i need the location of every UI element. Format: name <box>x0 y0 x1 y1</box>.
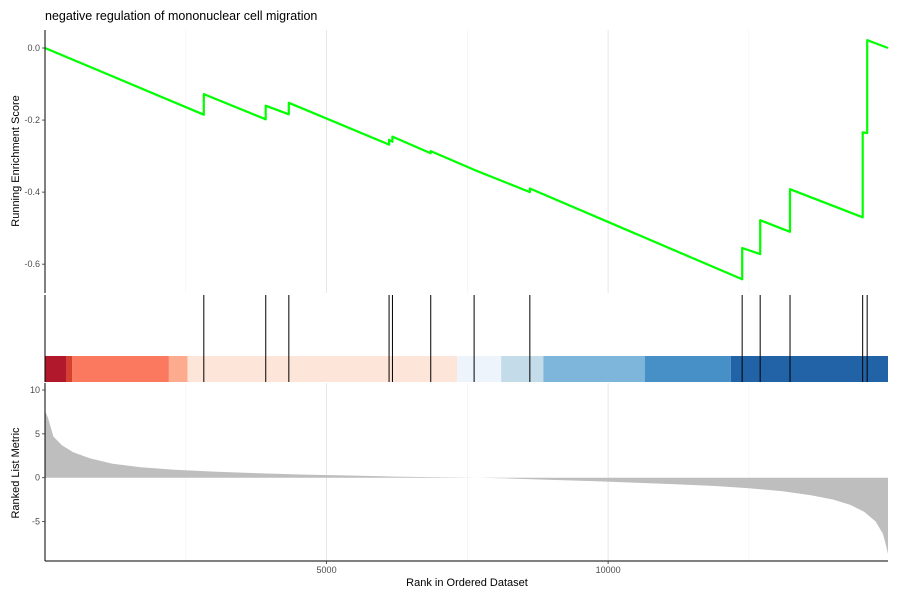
color-band <box>168 356 188 382</box>
color-bands <box>45 356 888 382</box>
ranked-y-tick-label: 0 <box>35 473 40 483</box>
color-band <box>72 356 169 382</box>
enrichment-y-tick-label: -0.2 <box>24 115 40 125</box>
color-band <box>644 356 731 382</box>
enrichment-y-axis-title: Running Enrichment Score <box>10 95 22 226</box>
enrichment-y-tick-label: -0.4 <box>24 187 40 197</box>
ranked-y-tick-label: 10 <box>30 385 40 395</box>
ranked-y-tick-label: 5 <box>35 429 40 439</box>
color-band <box>45 356 67 382</box>
color-band <box>66 356 73 382</box>
gridlines <box>185 30 750 561</box>
tick-labels: 0.0 -0.2 -0.4 -0.6 10 5 0 -5 5000 10000 <box>24 43 620 575</box>
color-band <box>501 356 544 382</box>
enrichment-y-tick-label: -0.6 <box>24 259 40 269</box>
x-axis-title: Rank in Ordered Dataset <box>406 577 528 589</box>
enrichment-score-series <box>44 38 889 281</box>
ranked-metric-area <box>45 411 888 554</box>
enrichment-score-line <box>44 38 889 281</box>
color-band <box>543 356 645 382</box>
x-tick-label: 10000 <box>596 565 621 575</box>
enrichment-y-tick-label: 0.0 <box>27 43 40 53</box>
ranked-y-tick-label: -5 <box>32 517 40 527</box>
x-tick-label: 5000 <box>317 565 337 575</box>
color-band <box>187 356 458 382</box>
chart-title: negative regulation of mononuclear cell … <box>45 9 318 23</box>
hit-lines <box>203 295 868 382</box>
ranked-metric-fill <box>45 411 888 554</box>
ranked-y-axis-title: Ranked List Metric <box>10 427 22 519</box>
axes <box>42 30 888 564</box>
color-band <box>730 356 888 382</box>
color-band <box>457 356 502 382</box>
